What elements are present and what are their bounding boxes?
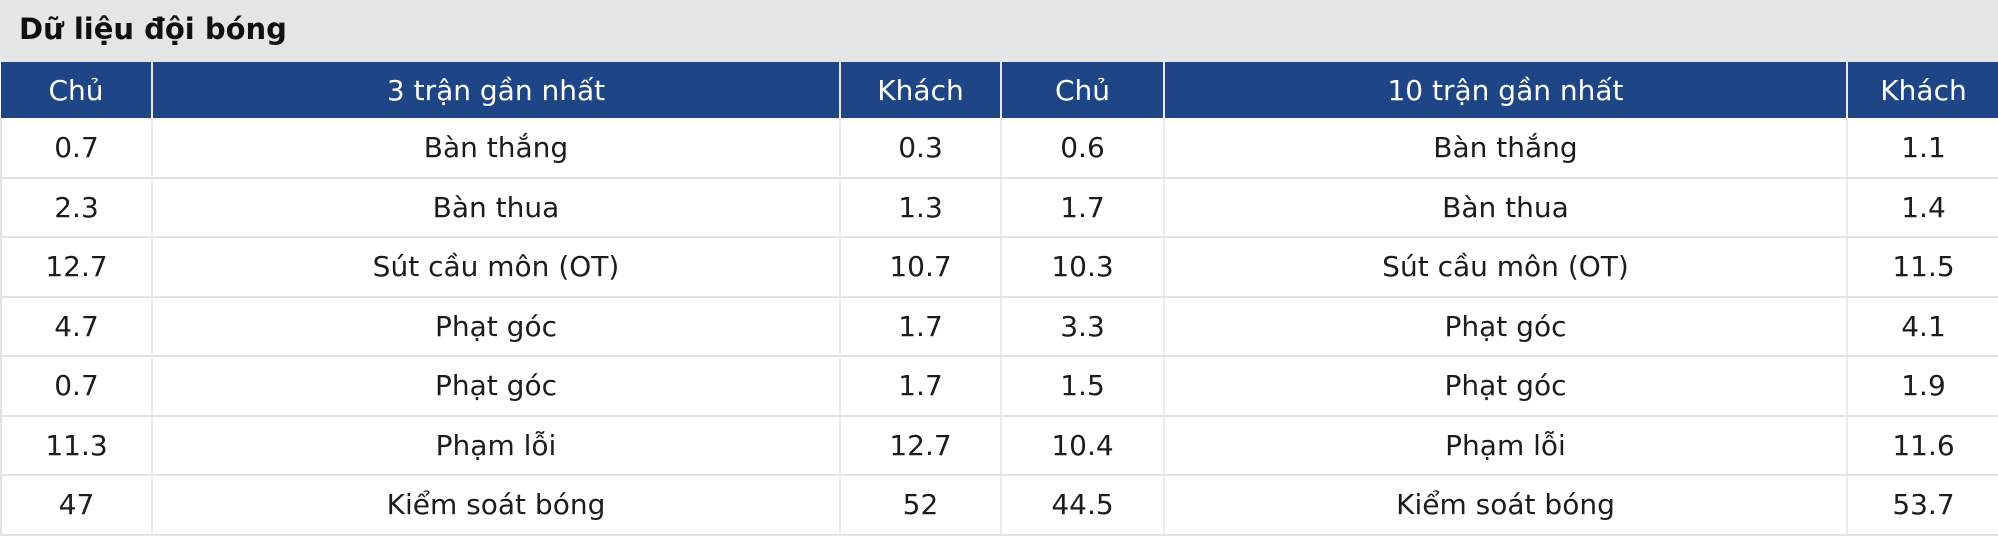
stat-label-cell: Phạm lỗi — [151, 415, 840, 476]
stat-value-cell: 1.3 — [839, 177, 1001, 238]
stat-value-cell: 12.7 — [839, 415, 1001, 476]
stat-label-cell: Bàn thua — [1163, 177, 1847, 238]
stat-value-cell: 0.3 — [839, 118, 1001, 179]
stat-value-cell: 1.7 — [839, 296, 1001, 357]
stat-label-cell: Bàn thua — [151, 177, 840, 238]
stat-value-cell: 3.3 — [1000, 296, 1164, 357]
stat-value-cell: 52 — [839, 475, 1001, 536]
stat-label-cell: Phạt góc — [1163, 356, 1847, 417]
stat-value-cell: 44.5 — [1000, 475, 1164, 536]
stat-label-cell: Kiểm soát bóng — [1163, 475, 1847, 536]
stat-value-cell: 11.3 — [0, 415, 152, 476]
stat-value-cell: 10.7 — [839, 237, 1001, 298]
header-row: Chủ 3 trận gần nhất Khách Chủ 10 trận gầ… — [1, 62, 1998, 118]
table-row: 0.7 Bàn thắng 0.3 0.6 Bàn thắng 1.1 — [0, 118, 1998, 179]
stat-value-cell: 1.5 — [1000, 356, 1164, 417]
stat-value-cell: 1.7 — [1000, 177, 1164, 238]
stat-value-cell: 47 — [0, 475, 152, 536]
header-away-last10: Khách — [1846, 62, 1998, 118]
stat-value-cell: 0.7 — [0, 118, 152, 179]
table-row: 0.7 Phạt góc 1.7 1.5 Phạt góc 1.9 — [0, 356, 1998, 417]
header-away-last3: Khách — [839, 62, 1001, 118]
stat-label-cell: Phạt góc — [151, 356, 840, 417]
stat-value-cell: 10.3 — [1000, 237, 1164, 298]
stat-label-cell: Bàn thắng — [151, 118, 840, 179]
stat-value-cell: 4.7 — [0, 296, 152, 357]
stat-label-cell: Phạt góc — [151, 296, 840, 357]
stat-value-cell: 2.3 — [0, 177, 152, 238]
page-title: Dữ liệu đội bóng — [19, 11, 287, 46]
header-home-last10: Chủ — [1000, 62, 1164, 118]
stat-label-cell: Bàn thắng — [1163, 118, 1847, 179]
stat-value-cell: 0.6 — [1000, 118, 1164, 179]
title-bar: Dữ liệu đội bóng — [0, 0, 1998, 62]
table-row: 11.3 Phạm lỗi 12.7 10.4 Phạm lỗi 11.6 — [0, 415, 1998, 476]
header-home-last3: Chủ — [1, 62, 152, 118]
stat-value-cell: 11.5 — [1846, 237, 1998, 298]
table-row: 47 Kiểm soát bóng 52 44.5 Kiểm soát bóng 53.7 — [0, 475, 1998, 536]
stat-value-cell: 11.6 — [1846, 415, 1998, 476]
stat-label-cell: Phạt góc — [1163, 296, 1847, 357]
stat-label-cell: Sút cầu môn (OT) — [1163, 237, 1847, 298]
header-last3-label: 3 trận gần nhất — [151, 62, 840, 118]
stat-value-cell: 1.7 — [839, 356, 1001, 417]
team-stats-table: Chủ 3 trận gần nhất Khách Chủ 10 trận gầ… — [0, 62, 1998, 536]
table-row: 2.3 Bàn thua 1.3 1.7 Bàn thua 1.4 — [0, 177, 1998, 238]
stat-value-cell: 1.1 — [1846, 118, 1998, 179]
header-last10-label: 10 trận gần nhất — [1163, 62, 1847, 118]
stat-value-cell: 53.7 — [1846, 475, 1998, 536]
table-row: 4.7 Phạt góc 1.7 3.3 Phạt góc 4.1 — [0, 296, 1998, 357]
stat-value-cell: 12.7 — [0, 237, 152, 298]
stat-label-cell: Sút cầu môn (OT) — [151, 237, 840, 298]
stat-value-cell: 10.4 — [1000, 415, 1164, 476]
stat-value-cell: 4.1 — [1846, 296, 1998, 357]
stat-value-cell: 1.4 — [1846, 177, 1998, 238]
stat-label-cell: Phạm lỗi — [1163, 415, 1847, 476]
stat-label-cell: Kiểm soát bóng — [151, 475, 840, 536]
stat-value-cell: 0.7 — [0, 356, 152, 417]
stat-value-cell: 1.9 — [1846, 356, 1998, 417]
table-body: 0.7 Bàn thắng 0.3 0.6 Bàn thắng 1.1 2.3 Bàn thu… — [0, 118, 1998, 536]
table-row: 12.7 Sút cầu môn (OT) 10.7 10.3 Sút cầu môn … — [0, 237, 1998, 298]
